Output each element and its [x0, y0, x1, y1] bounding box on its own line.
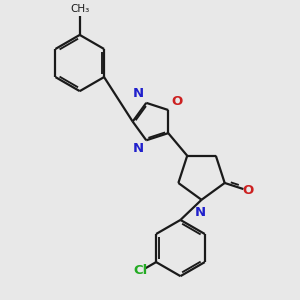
Text: Cl: Cl: [134, 265, 148, 278]
Text: N: N: [132, 87, 143, 100]
Text: N: N: [195, 206, 206, 219]
Text: O: O: [171, 95, 182, 108]
Text: O: O: [242, 184, 254, 197]
Text: N: N: [132, 142, 143, 155]
Text: CH₃: CH₃: [70, 4, 89, 14]
